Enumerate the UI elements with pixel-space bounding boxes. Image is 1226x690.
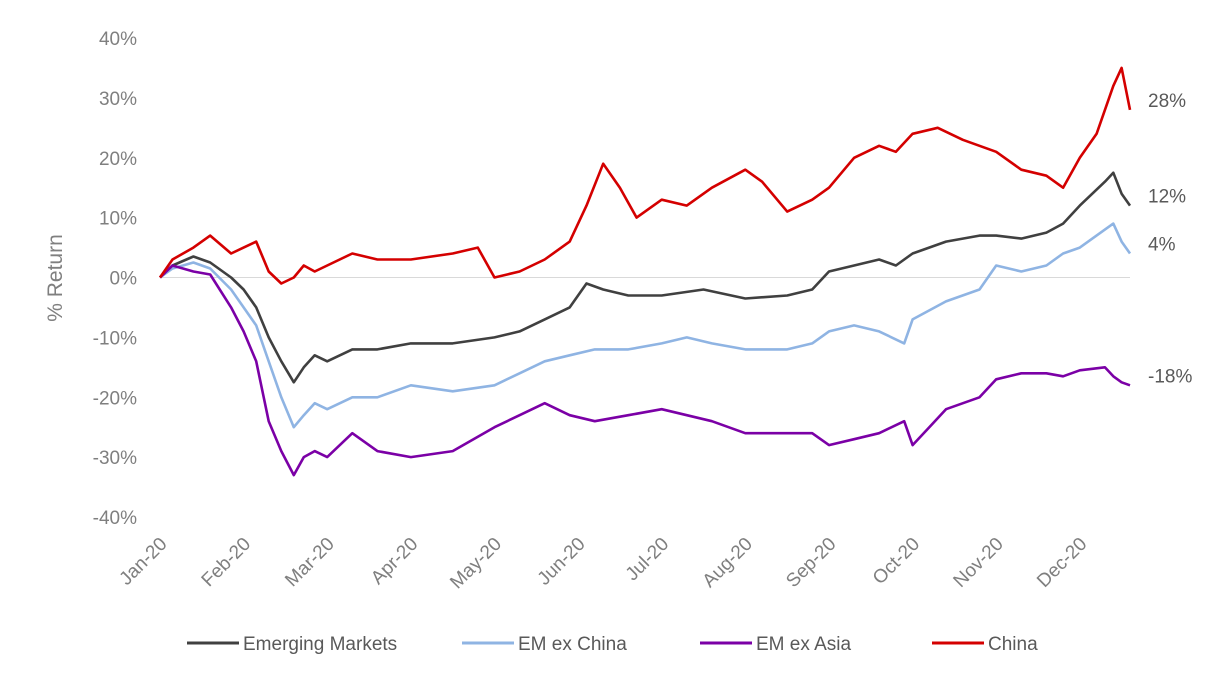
- series-end-labels: 12% 4% -18% 28%: [1148, 91, 1192, 387]
- y-tick-label: 40%: [99, 29, 137, 50]
- x-tick-label: Nov-20: [950, 534, 1008, 592]
- series-end-label: 28%: [1148, 91, 1186, 112]
- x-tick-label: Apr-20: [367, 534, 422, 589]
- series-line: [159, 222, 1132, 429]
- y-tick-label: -10%: [93, 328, 137, 349]
- x-axis-ticks: Jan-20 Feb-20 Mar-20 Apr-20 May-20 Jun-20 Jul-…: [116, 534, 1092, 594]
- y-tick-label: -40%: [93, 508, 137, 529]
- y-tick-label: 30%: [99, 89, 137, 110]
- y-tick-label: -20%: [93, 388, 137, 409]
- y-tick-label: 10%: [99, 209, 137, 230]
- x-tick-label: Aug-20: [699, 534, 757, 592]
- legend-label: EM ex China: [518, 634, 627, 655]
- y-tick-label: 0%: [110, 269, 138, 290]
- x-tick-label: May-20: [446, 534, 506, 594]
- x-tick-label: Jun-20: [534, 534, 590, 590]
- y-tick-label: 20%: [99, 149, 137, 170]
- series-line: [158, 66, 1132, 285]
- x-tick-label: Dec-20: [1033, 534, 1091, 592]
- y-axis-ticks: 40% 30% 20% 10% 0% -10% -20% -30% -40%: [93, 29, 137, 529]
- legend: Emerging Markets EM ex China EM ex Asia Chi…: [187, 634, 1038, 655]
- legend-label: China: [988, 634, 1038, 655]
- series-line: [159, 264, 1131, 477]
- series-line: [159, 171, 1132, 384]
- x-tick-label: Mar-20: [281, 534, 338, 591]
- x-tick-label: Sep-20: [782, 534, 840, 592]
- x-tick-label: Jan-20: [116, 534, 172, 590]
- legend-label: Emerging Markets: [243, 634, 397, 655]
- x-tick-label: Jul-20: [622, 534, 673, 585]
- series-end-label: -18%: [1148, 366, 1192, 387]
- x-tick-label: Oct-20: [869, 534, 924, 589]
- x-tick-label: Feb-20: [198, 534, 255, 591]
- y-tick-label: -30%: [93, 448, 137, 469]
- series-end-label: 12%: [1148, 187, 1186, 208]
- series-lines: [158, 66, 1132, 477]
- series-end-label: 4%: [1148, 235, 1176, 256]
- y-axis-title: % Return: [44, 234, 67, 322]
- legend-label: EM ex Asia: [756, 634, 851, 655]
